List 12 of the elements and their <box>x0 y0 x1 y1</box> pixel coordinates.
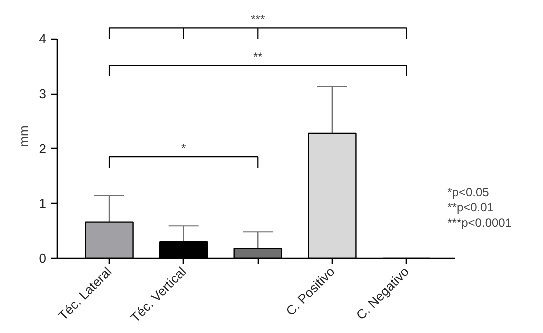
y-tick-label: 3 <box>39 86 47 102</box>
text: *p<0.05 <box>448 185 490 200</box>
text: **p<0.01 <box>448 200 494 215</box>
text: ***p<0.0001 <box>448 216 512 230</box>
y-tick-label: 2 <box>39 141 47 156</box>
annotation: ** <box>253 50 264 64</box>
y-tick-label: 4 <box>39 32 47 47</box>
y-axis-title: mm <box>16 126 32 148</box>
annotation: * <box>181 141 186 156</box>
text: *** <box>251 12 266 27</box>
y-tick-label: 0 <box>39 251 47 266</box>
y-tick-label: 1 <box>39 196 47 212</box>
